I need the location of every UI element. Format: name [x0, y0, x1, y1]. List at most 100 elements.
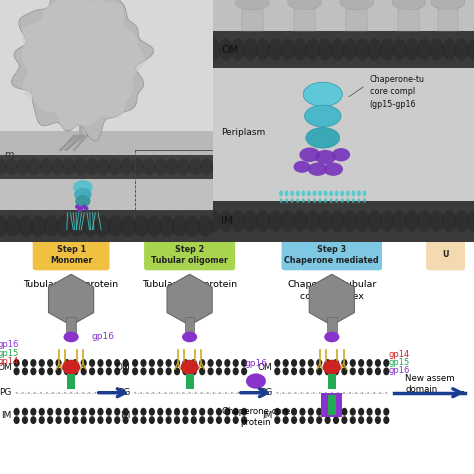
- Ellipse shape: [157, 359, 164, 367]
- Ellipse shape: [47, 408, 53, 416]
- Ellipse shape: [14, 359, 20, 367]
- Ellipse shape: [405, 210, 419, 232]
- Ellipse shape: [305, 39, 320, 61]
- Ellipse shape: [308, 163, 328, 176]
- Ellipse shape: [274, 367, 281, 375]
- Ellipse shape: [442, 210, 456, 232]
- Ellipse shape: [318, 39, 332, 61]
- Ellipse shape: [283, 359, 289, 367]
- Ellipse shape: [285, 198, 288, 203]
- Ellipse shape: [157, 367, 164, 375]
- Ellipse shape: [207, 392, 209, 393]
- Ellipse shape: [30, 408, 36, 416]
- Text: OM: OM: [221, 45, 238, 55]
- Ellipse shape: [380, 39, 394, 61]
- Ellipse shape: [361, 392, 363, 393]
- Ellipse shape: [268, 210, 283, 232]
- Ellipse shape: [55, 416, 62, 424]
- Ellipse shape: [182, 392, 184, 393]
- Ellipse shape: [224, 359, 230, 367]
- Text: IM: IM: [221, 216, 233, 226]
- Ellipse shape: [97, 367, 103, 375]
- Ellipse shape: [152, 392, 154, 393]
- Ellipse shape: [231, 392, 233, 393]
- FancyBboxPatch shape: [0, 130, 218, 155]
- Ellipse shape: [149, 408, 155, 416]
- Ellipse shape: [357, 198, 361, 203]
- Ellipse shape: [62, 360, 80, 374]
- Ellipse shape: [316, 408, 322, 416]
- Ellipse shape: [89, 367, 95, 375]
- Ellipse shape: [352, 198, 355, 203]
- Ellipse shape: [243, 210, 258, 232]
- Ellipse shape: [316, 416, 322, 424]
- Ellipse shape: [0, 158, 7, 175]
- Ellipse shape: [30, 359, 36, 367]
- Ellipse shape: [281, 39, 295, 61]
- Ellipse shape: [159, 215, 174, 237]
- Ellipse shape: [319, 392, 320, 393]
- Text: Tubular core protein
hexamer: Tubular core protein hexamer: [142, 280, 237, 301]
- Ellipse shape: [333, 408, 339, 416]
- Text: gp15: gp15: [0, 349, 19, 358]
- Ellipse shape: [165, 367, 172, 375]
- Ellipse shape: [174, 359, 180, 367]
- Ellipse shape: [22, 367, 28, 375]
- FancyBboxPatch shape: [213, 0, 474, 31]
- FancyBboxPatch shape: [438, 0, 458, 31]
- Text: OM: OM: [116, 363, 130, 372]
- Ellipse shape: [157, 408, 164, 416]
- Ellipse shape: [74, 158, 87, 175]
- Ellipse shape: [199, 359, 205, 367]
- Ellipse shape: [246, 374, 266, 389]
- FancyBboxPatch shape: [328, 374, 336, 389]
- Ellipse shape: [118, 392, 120, 393]
- Ellipse shape: [191, 416, 197, 424]
- Text: Tubular core protein
monomer: Tubular core protein monomer: [24, 280, 119, 301]
- Ellipse shape: [358, 408, 364, 416]
- Ellipse shape: [325, 408, 331, 416]
- Ellipse shape: [300, 367, 306, 375]
- Ellipse shape: [95, 215, 110, 237]
- Text: gp16: gp16: [245, 359, 267, 368]
- Ellipse shape: [224, 367, 230, 375]
- Ellipse shape: [290, 191, 294, 196]
- Text: Chaperone-tu
core compl
(gp15-gp16: Chaperone-tu core compl (gp15-gp16: [370, 75, 425, 109]
- Ellipse shape: [379, 392, 381, 393]
- FancyBboxPatch shape: [67, 374, 75, 389]
- Ellipse shape: [375, 408, 381, 416]
- Ellipse shape: [256, 210, 270, 232]
- Ellipse shape: [157, 416, 164, 424]
- Text: gp16: gp16: [0, 340, 19, 349]
- Ellipse shape: [355, 392, 357, 393]
- Ellipse shape: [291, 416, 297, 424]
- Ellipse shape: [85, 158, 98, 175]
- Ellipse shape: [363, 198, 366, 203]
- Text: OM: OM: [258, 363, 273, 372]
- Ellipse shape: [405, 39, 419, 61]
- FancyBboxPatch shape: [0, 179, 218, 210]
- Ellipse shape: [283, 408, 289, 416]
- Ellipse shape: [455, 210, 469, 232]
- Ellipse shape: [132, 408, 138, 416]
- FancyBboxPatch shape: [0, 0, 218, 130]
- Ellipse shape: [241, 367, 247, 375]
- Ellipse shape: [341, 359, 347, 367]
- Ellipse shape: [182, 332, 197, 342]
- Ellipse shape: [122, 367, 128, 375]
- Ellipse shape: [300, 416, 306, 424]
- Ellipse shape: [307, 392, 309, 393]
- Ellipse shape: [39, 408, 45, 416]
- Ellipse shape: [367, 39, 382, 61]
- Ellipse shape: [64, 359, 70, 367]
- Ellipse shape: [47, 367, 53, 375]
- Ellipse shape: [343, 392, 345, 393]
- Ellipse shape: [189, 392, 191, 393]
- Ellipse shape: [165, 359, 172, 367]
- Text: m: m: [4, 150, 14, 160]
- Ellipse shape: [39, 158, 53, 175]
- Ellipse shape: [224, 408, 230, 416]
- Ellipse shape: [81, 359, 87, 367]
- Ellipse shape: [367, 392, 369, 393]
- Polygon shape: [11, 0, 154, 141]
